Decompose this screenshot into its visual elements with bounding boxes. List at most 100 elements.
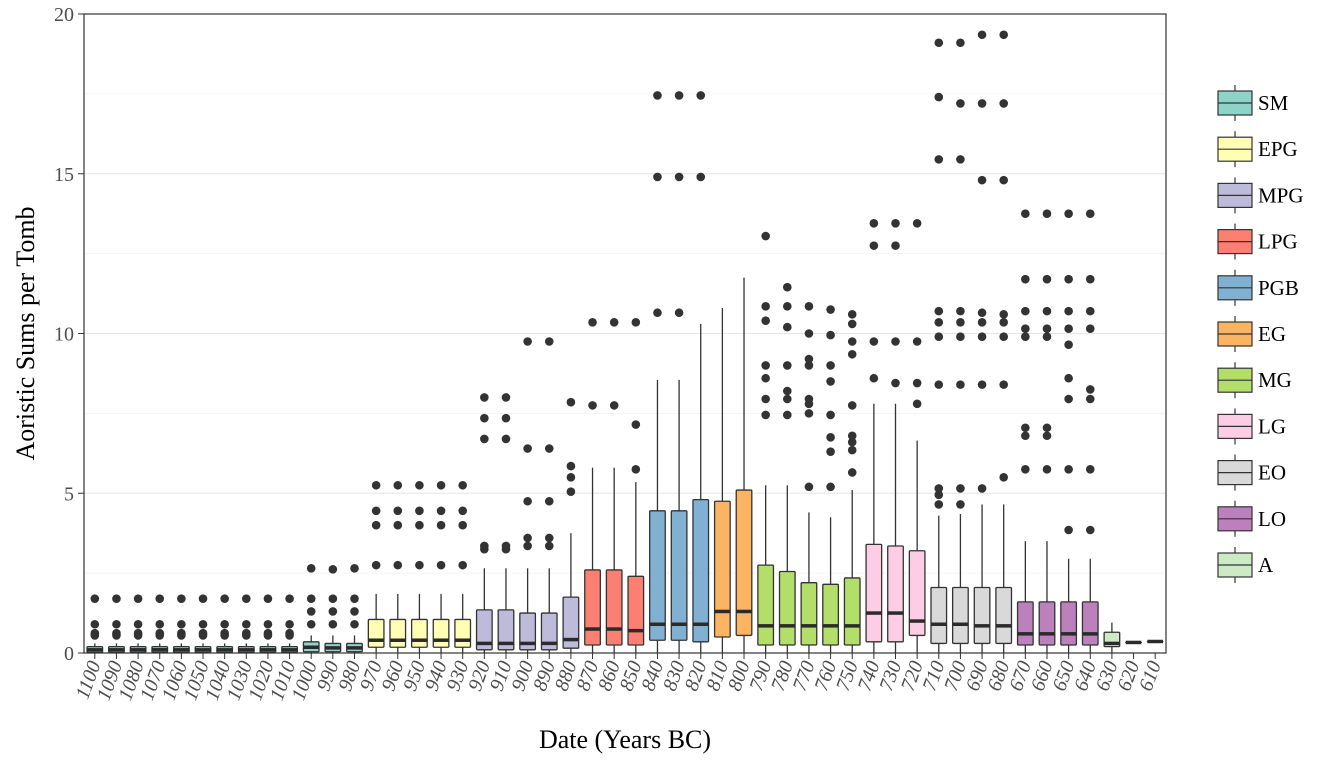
- outlier-point: [523, 541, 532, 551]
- outlier-point: [956, 318, 965, 327]
- box-body: [800, 582, 818, 646]
- legend-item-eo: EO: [1217, 454, 1286, 491]
- box-body: [973, 586, 991, 645]
- outlier-point: [1042, 332, 1052, 341]
- outlier-point: [133, 594, 143, 603]
- outlier-point: [1021, 464, 1030, 474]
- box-970: [367, 480, 385, 653]
- box-920: [475, 393, 493, 653]
- box-1070: [151, 594, 169, 654]
- outlier-point: [501, 434, 511, 444]
- outlier-point: [977, 99, 987, 108]
- outlier-point: [869, 373, 879, 383]
- outlier-point: [1042, 423, 1052, 433]
- box-1020: [259, 594, 277, 654]
- outlier-point: [891, 378, 900, 388]
- outlier-point: [544, 444, 554, 453]
- box-760: [822, 305, 840, 653]
- legend-label: PGB: [1258, 276, 1299, 300]
- outlier-point: [263, 594, 273, 603]
- box-910: [497, 393, 515, 653]
- outlier-point: [999, 332, 1008, 341]
- outlier-point: [242, 594, 251, 603]
- outlier-point: [436, 480, 446, 490]
- outlier-point: [415, 520, 424, 530]
- outlier-point: [220, 594, 229, 603]
- outlier-point: [198, 594, 208, 603]
- box-body: [822, 583, 840, 646]
- outlier-point: [371, 506, 381, 516]
- y-axis-title: Aoristic Sums per Tomb: [11, 206, 40, 460]
- outlier-point: [566, 487, 576, 496]
- box-730: [887, 218, 904, 653]
- outlier-point: [263, 619, 273, 629]
- box-640: [1081, 209, 1099, 653]
- outlier-point: [1064, 209, 1073, 218]
- outlier-point: [544, 337, 554, 346]
- outlier-point: [934, 155, 944, 164]
- outlier-point: [1064, 464, 1073, 474]
- outlier-point: [458, 480, 468, 490]
- outlier-point: [934, 38, 944, 48]
- outlier-point: [1042, 274, 1052, 284]
- box-body: [1081, 601, 1099, 646]
- outlier-point: [306, 564, 316, 573]
- outlier-point: [328, 564, 338, 574]
- box-740: [865, 218, 883, 653]
- box-780: [778, 282, 796, 653]
- outlier-point: [1042, 464, 1052, 474]
- box-900: [519, 337, 537, 653]
- box-800: [735, 277, 753, 653]
- legend-label: A: [1258, 553, 1274, 577]
- outlier-point: [1021, 274, 1030, 284]
- outlier-point: [869, 337, 879, 346]
- box-body: [951, 586, 969, 645]
- outlier-point: [393, 506, 403, 516]
- box-body: [562, 596, 580, 649]
- outlier-point: [674, 308, 684, 318]
- outlier-point: [977, 308, 987, 318]
- outlier-point: [523, 533, 532, 543]
- outlier-point: [133, 628, 143, 638]
- outlier-point: [1085, 209, 1095, 218]
- outlier-point: [609, 318, 619, 327]
- outlier-point: [934, 318, 944, 327]
- legend-item-lpg: LPG: [1217, 223, 1298, 260]
- outlier-point: [90, 594, 100, 603]
- legend-item-eg: EG: [1217, 316, 1286, 352]
- outlier-point: [588, 401, 597, 410]
- outlier-point: [999, 99, 1008, 108]
- outlier-point: [826, 447, 835, 457]
- outlier-point: [90, 628, 100, 638]
- outlier-point: [436, 520, 446, 530]
- outlier-point: [1085, 525, 1095, 535]
- box-body: [778, 570, 796, 646]
- outlier-point: [1021, 431, 1030, 441]
- box-700: [951, 38, 969, 653]
- box-body: [995, 586, 1013, 645]
- outlier-point: [653, 91, 662, 100]
- outlier-point: [783, 302, 792, 311]
- legend-label: LO: [1258, 507, 1286, 531]
- outlier-point: [934, 332, 944, 341]
- outlier-point: [999, 30, 1008, 40]
- outlier-point: [328, 619, 338, 629]
- box-690: [973, 30, 991, 653]
- outlier-point: [1042, 324, 1052, 334]
- outlier-point: [977, 175, 987, 185]
- outlier-point: [285, 628, 294, 638]
- outlier-point: [999, 310, 1008, 319]
- outlier-point: [263, 628, 273, 638]
- legend-item-a: A: [1217, 547, 1274, 583]
- outlier-point: [1021, 306, 1030, 316]
- legend-item-mg: MG: [1217, 362, 1292, 399]
- box-750: [843, 310, 861, 653]
- box-1040: [216, 594, 234, 654]
- box-680: [995, 30, 1013, 653]
- outlier-point: [112, 619, 121, 629]
- outlier-point: [869, 218, 879, 228]
- outlier-point: [371, 480, 381, 490]
- box-980: [346, 564, 363, 653]
- y-tick-label: 15: [54, 164, 74, 186]
- box-body: [865, 543, 883, 643]
